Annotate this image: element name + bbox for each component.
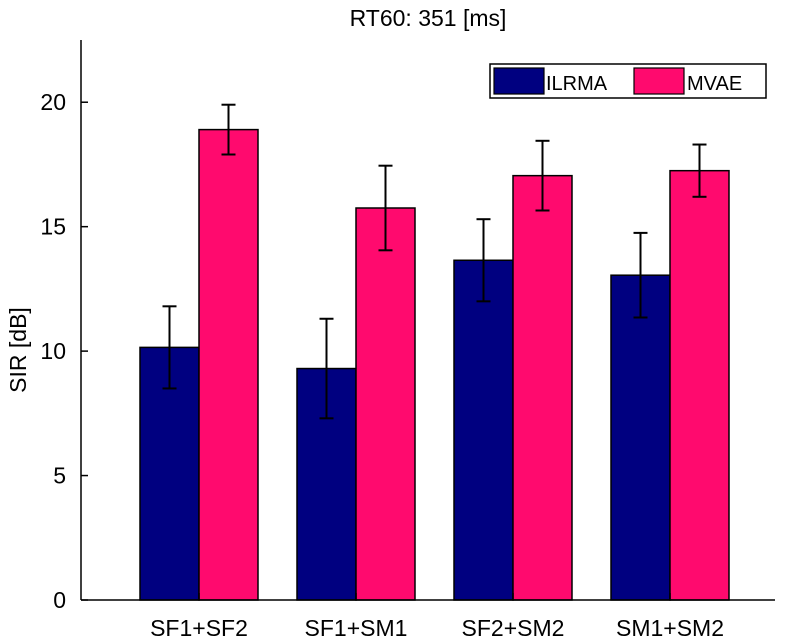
bar-ilrma-1 [139,346,200,601]
bar-ilrma-4 [610,274,671,601]
error-bar-ilrma-3 [476,218,491,303]
x-tick-labels: SF1+SF2 SF1+SM1 SF2+SM2 SM1+SM2 [150,593,724,641]
error-bars-layer [162,103,707,420]
legend: ILRMA MVAE [489,63,767,99]
error-bar-ilrma-4 [633,231,648,319]
error-bar-mvae-3 [535,139,550,212]
y-tick-label: 0 [53,587,66,613]
y-axis-title: SIR [dB] [5,307,31,393]
bar-mvae-4 [669,169,730,601]
y-tick-label: 20 [40,89,66,115]
error-bar-mvae-4 [692,143,707,198]
legend-swatch-ilrma [493,67,545,95]
y-ticks: 0 5 10 15 20 [40,89,88,613]
error-bar-ilrma-2 [319,317,334,420]
x-tick-label: SM1+SM2 [616,615,724,641]
y-tick-label: 15 [40,214,66,240]
bar-ilrma-3 [453,259,514,601]
bar-mvae-2 [355,207,416,601]
bar-mvae-1 [198,128,259,601]
legend-label-mvae: MVAE [687,73,742,95]
chart-title: RT60: 351 [ms] [350,5,507,31]
x-tick-label: SF2+SM2 [462,615,565,641]
bars-layer [139,128,730,601]
y-tick-label: 10 [40,338,66,364]
error-bar-mvae-1 [221,103,236,156]
y-tick-label: 5 [53,463,66,489]
legend-label-ilrma: ILRMA [546,73,608,95]
x-tick-label: SF1+SM1 [305,615,408,641]
legend-swatch-mvae [633,67,685,95]
error-bar-ilrma-1 [162,305,177,390]
error-bar-mvae-2 [378,164,393,252]
bar-mvae-3 [512,174,573,601]
x-tick-label: SF1+SF2 [150,615,248,641]
